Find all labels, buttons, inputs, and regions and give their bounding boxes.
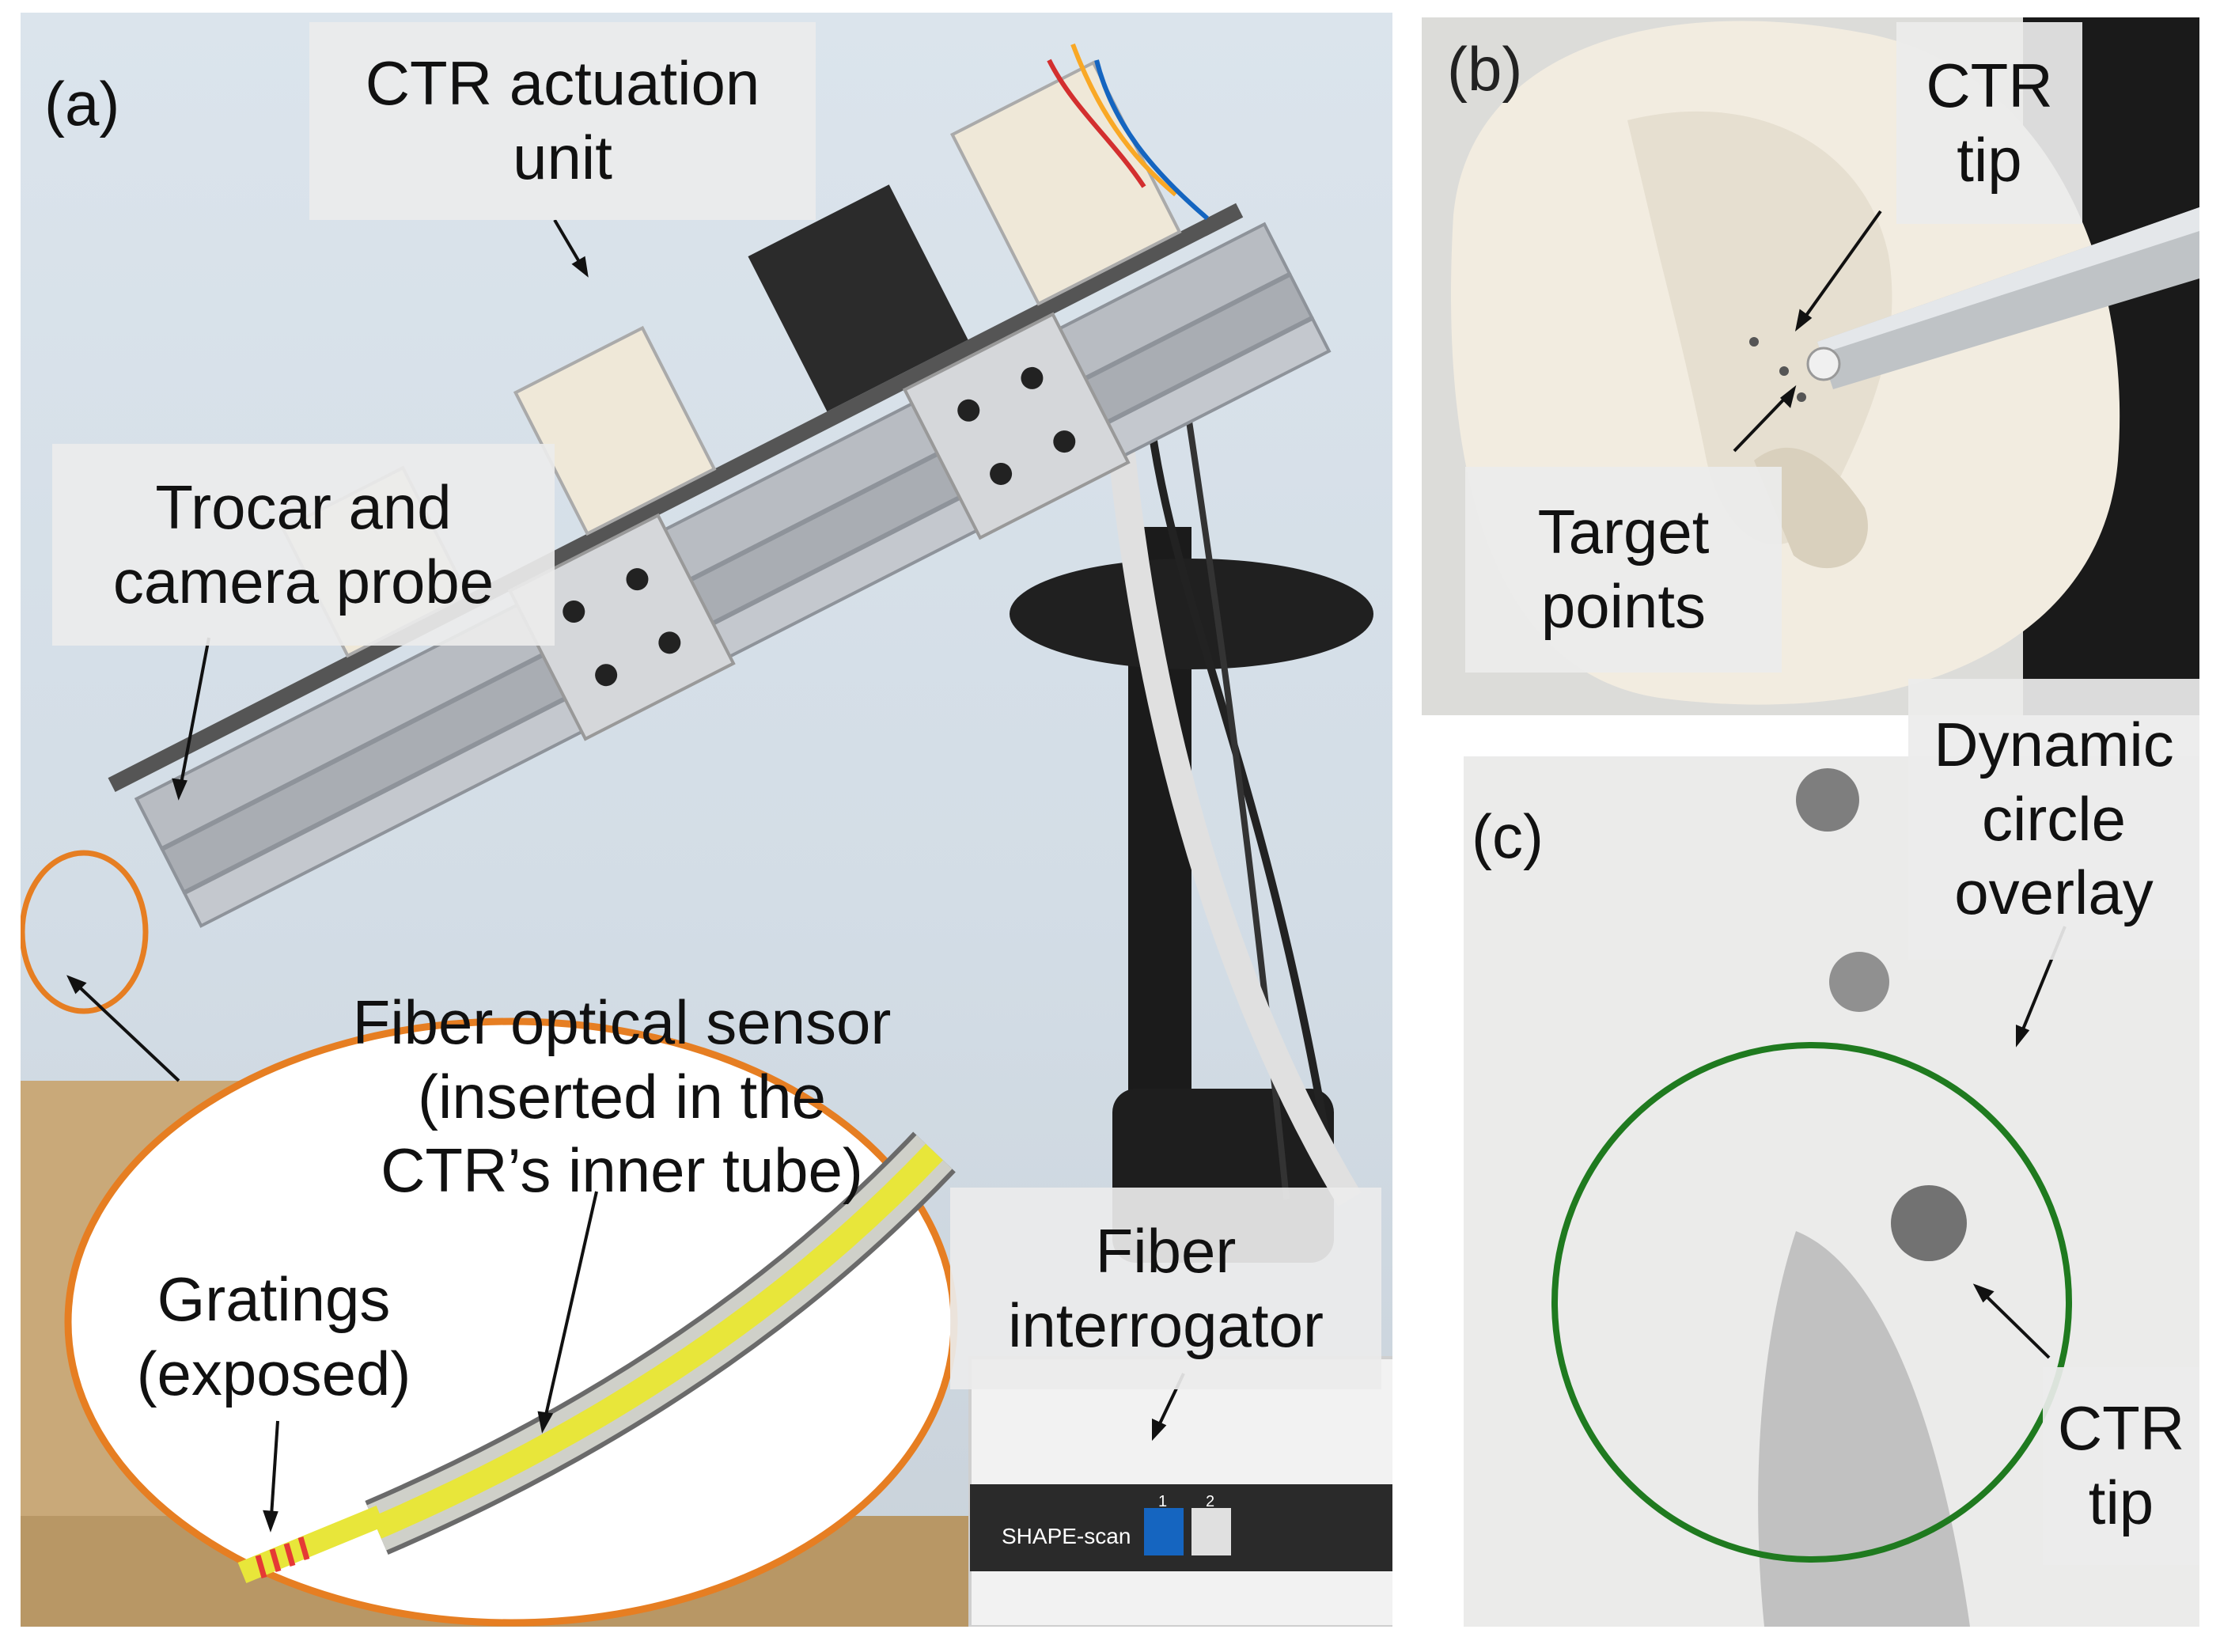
device-brand-text: SHAPE-scan <box>1002 1524 1131 1548</box>
panel-b-phantom-photo: (b) CTR tip Target points <box>1422 17 2199 715</box>
fiber-sensor-label: Fiber optical sensor (inserted in the CT… <box>352 987 892 1206</box>
target-points-label: Target points <box>1465 467 1782 673</box>
overlay-circle <box>1551 1042 2072 1563</box>
ctr-shadow <box>1758 1231 1970 1627</box>
panel-b-letter: (b) <box>1447 34 1523 104</box>
panel-a-robot-setup: SHAPE-scan 1 2 (a) CTR actuation u <box>21 13 1392 1627</box>
panel-a-letter: (a) <box>44 69 120 138</box>
actuation-unit-label: CTR actuation unit <box>309 22 816 220</box>
gratings-label: Gratings (exposed) <box>136 1264 411 1408</box>
port-2-label: 2 <box>1206 1493 1214 1510</box>
annotation-arrows-b <box>1733 210 1882 453</box>
dynamic-overlay-label: Dynamic circle overlay <box>1908 679 2199 960</box>
grating-marks <box>255 1536 310 1578</box>
fiber-exposed-tip <box>237 1506 385 1583</box>
fiber-interrogator-label: Fiber interrogator <box>950 1188 1381 1389</box>
trocar-camera-label: Trocar and camera probe <box>52 444 555 646</box>
port-1-label: 1 <box>1158 1493 1167 1510</box>
fiber-core <box>372 1143 943 1539</box>
target-point-dots <box>1749 337 1806 402</box>
panel-c-letter: (c) <box>1472 801 1544 871</box>
tip-highlight-circle <box>21 850 149 1014</box>
ctr-tip-label-b: CTR tip <box>1896 22 2082 224</box>
ctr-tip-label-c: CTR tip <box>2043 1367 2199 1565</box>
annotation-arrows-a <box>66 218 1185 1533</box>
target-spots <box>1796 768 1967 1261</box>
